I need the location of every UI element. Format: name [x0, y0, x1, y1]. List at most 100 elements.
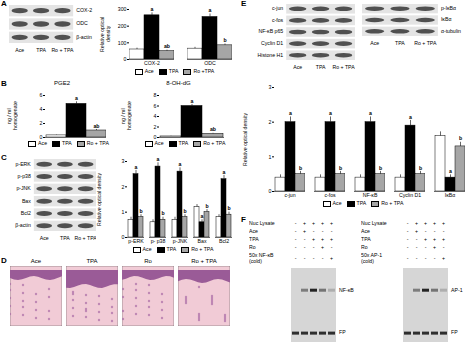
svg-text:b: b: [339, 165, 342, 171]
svg-text:-: -: [416, 236, 418, 242]
svg-text:a: a: [223, 169, 226, 175]
svg-text:-: -: [295, 220, 297, 226]
svg-text:+: +: [303, 228, 306, 234]
svg-text:Ace: Ace: [361, 228, 370, 234]
svg-text:β-actin: β-actin: [15, 222, 31, 228]
svg-text:IκBα: IκBα: [445, 192, 456, 198]
svg-text:TPA: TPA: [36, 47, 46, 53]
svg-text:200: 200: [118, 23, 127, 29]
svg-text:b: b: [139, 208, 142, 214]
svg-text:+: +: [442, 236, 445, 242]
svg-text:p-IκBα: p-IκBα: [441, 5, 456, 11]
svg-text:c-fos: c-fos: [272, 17, 284, 23]
svg-text:+: +: [330, 220, 333, 226]
svg-text:-: -: [407, 236, 409, 242]
svg-text:Ace: Ace: [370, 40, 379, 46]
svg-text:2: 2: [154, 124, 157, 130]
svg-text:0: 0: [40, 134, 43, 140]
svg-text:a: a: [209, 7, 212, 13]
svg-text:p-p38: p-p38: [18, 173, 31, 179]
svg-text:-: -: [416, 255, 418, 261]
svg-text:+: +: [424, 220, 427, 226]
svg-text:2: 2: [269, 119, 272, 125]
svg-text:+: +: [415, 228, 418, 234]
svg-text:8: 8: [154, 92, 157, 98]
svg-text:+: +: [330, 236, 333, 242]
svg-text:p-JNK: p-JNK: [16, 185, 31, 191]
svg-text:b: b: [419, 165, 422, 171]
svg-text:Ace: Ace: [293, 64, 302, 70]
svg-text:ab: ab: [93, 123, 99, 129]
svg-text:a: a: [75, 95, 78, 101]
svg-text:Ace: Ace: [249, 228, 258, 234]
svg-text:-: -: [425, 228, 427, 234]
svg-text:p-JNK: p-JNK: [173, 238, 188, 244]
svg-text:c-jun: c-jun: [272, 5, 283, 11]
svg-text:-: -: [313, 255, 315, 261]
svg-text:TPA: TPA: [395, 40, 405, 46]
svg-text:Ro + TPA: Ro + TPA: [332, 64, 355, 70]
svg-text:(cold): (cold): [361, 258, 374, 264]
svg-text:Nuc Lysate: Nuc Lysate: [249, 220, 275, 226]
svg-text:IκBα: IκBα: [441, 16, 452, 22]
svg-text:β-actin: β-actin: [76, 34, 92, 40]
svg-text:3: 3: [122, 158, 125, 164]
svg-text:+: +: [415, 220, 418, 226]
svg-text:NF-κB: NF-κB: [339, 287, 354, 293]
svg-text:-: -: [407, 228, 409, 234]
svg-text:1: 1: [269, 153, 272, 159]
svg-text:+: +: [433, 244, 436, 250]
svg-text:-: -: [443, 228, 445, 234]
svg-text:(cold): (cold): [249, 258, 262, 264]
svg-text:0: 0: [154, 134, 157, 140]
svg-text:b: b: [379, 165, 382, 171]
svg-text:TPA: TPA: [361, 236, 371, 242]
svg-text:-: -: [295, 228, 297, 234]
svg-text:Cyclin D1: Cyclin D1: [261, 40, 283, 46]
svg-text:+: +: [321, 220, 324, 226]
svg-text:-: -: [331, 228, 333, 234]
svg-text:p- p38: p- p38: [151, 238, 166, 244]
svg-text:-: -: [443, 244, 445, 250]
svg-text:Cyclin D1: Cyclin D1: [399, 192, 421, 198]
svg-text:b: b: [205, 203, 208, 209]
svg-text:p-ERK: p-ERK: [16, 161, 32, 167]
svg-text:-: -: [295, 255, 297, 261]
svg-text:4: 4: [40, 106, 43, 112]
svg-text:+: +: [442, 220, 445, 226]
svg-text:ab: ab: [210, 126, 216, 132]
svg-text:Bax: Bax: [198, 238, 207, 244]
svg-text:-: -: [425, 244, 427, 250]
svg-text:-: -: [425, 255, 427, 261]
svg-text:+: +: [330, 255, 333, 261]
svg-text:+: +: [442, 255, 445, 261]
svg-text:+: +: [321, 244, 324, 250]
svg-text:c-fos: c-fos: [324, 192, 336, 198]
svg-text:a: a: [135, 164, 138, 170]
svg-text:TPA: TPA: [249, 236, 259, 242]
svg-text:6: 6: [154, 103, 157, 109]
svg-text:-: -: [434, 228, 436, 234]
svg-text:Bcl2: Bcl2: [21, 210, 31, 216]
svg-text:-: -: [295, 236, 297, 242]
svg-text:a: a: [179, 161, 182, 167]
svg-text:Histone H1: Histone H1: [258, 52, 284, 58]
svg-text:b: b: [161, 210, 164, 216]
svg-text:100: 100: [118, 39, 127, 45]
svg-text:b: b: [459, 135, 462, 141]
svg-text:Ro + TPA: Ro + TPA: [51, 47, 74, 53]
svg-text:FP: FP: [451, 329, 458, 335]
svg-text:2: 2: [122, 183, 125, 189]
svg-text:COX-2: COX-2: [76, 7, 92, 13]
svg-text:Ro + TPA: Ro + TPA: [414, 40, 437, 46]
svg-text:+: +: [433, 220, 436, 226]
svg-text:+: +: [433, 236, 436, 242]
svg-text:-: -: [313, 228, 315, 234]
svg-text:ODC: ODC: [204, 60, 216, 66]
svg-text:b: b: [227, 205, 230, 211]
svg-text:FP: FP: [339, 329, 346, 335]
svg-text:-: -: [407, 244, 409, 250]
svg-text:b: b: [299, 165, 302, 171]
svg-text:p-ERK: p-ERK: [128, 238, 144, 244]
svg-text:0: 0: [122, 234, 125, 240]
